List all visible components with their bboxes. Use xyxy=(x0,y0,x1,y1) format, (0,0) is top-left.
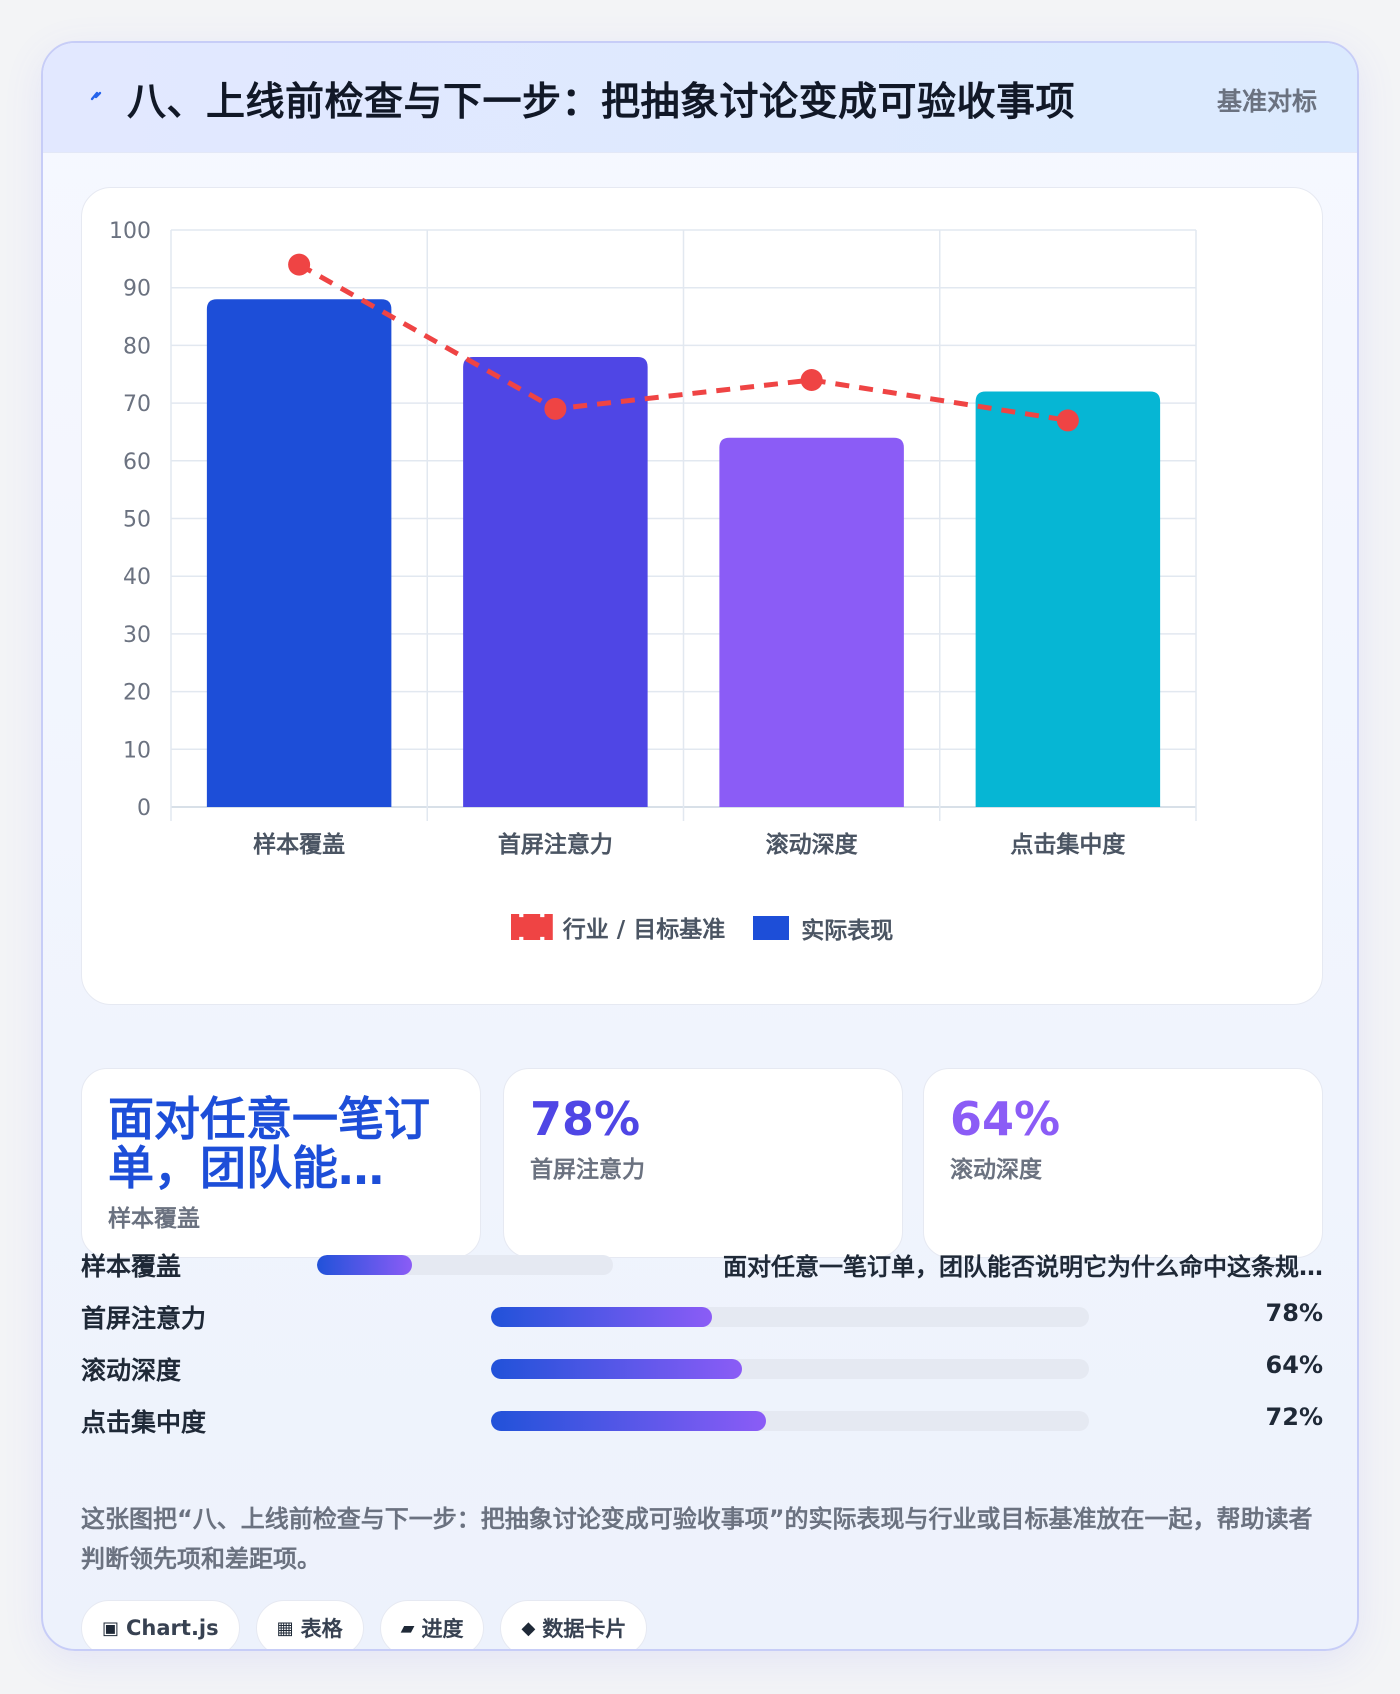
data-card-icon: ◆ xyxy=(521,1617,536,1639)
kpi-label: 滚动深度 xyxy=(950,1157,1042,1183)
tech-chips: ▣ Chart.js ▦ 表格 ▰ 进度 ◆ 数据卡片 xyxy=(81,1600,648,1649)
legend-swatch-benchmark xyxy=(510,914,553,940)
progress-row-first-screen-attention: 首屏注意力 78% xyxy=(81,1295,1323,1335)
y-tick-label: 10 xyxy=(123,738,151,763)
y-tick-label: 60 xyxy=(123,450,151,475)
benchmark-chart: 0 10 20 30 40 50 60 70 80 90 100 样本覆盖 首屏注意力 滚动深度 点击集中度 xyxy=(109,219,1197,858)
table-icon: ▦ xyxy=(276,1617,294,1639)
progress-track xyxy=(491,1307,1089,1327)
kpi-value: 78% xyxy=(530,1092,641,1146)
progress-label: 点击集中度 xyxy=(81,1408,207,1437)
progress-row-sample-coverage: 样本覆盖 面对任意一笔订单，团队能否说明它为什么命中这条规… xyxy=(81,1243,1323,1283)
progress-value: 64% xyxy=(1265,1351,1323,1379)
progress-row-scroll-depth: 滚动深度 64% xyxy=(81,1347,1323,1387)
chip-label: 数据卡片 xyxy=(542,1617,627,1641)
progress-fill xyxy=(317,1255,412,1275)
benchmark-tag: 基准对标 xyxy=(1216,87,1317,116)
legend-label-benchmark: 行业 / 目标基准 xyxy=(562,917,726,943)
chart-description: 这张图把“八、上线前检查与下一步：把抽象讨论变成可验收事项”的实际表现与行业或目… xyxy=(81,1505,1313,1573)
progress-label: 首屏注意力 xyxy=(81,1304,207,1333)
progress-label: 样本覆盖 xyxy=(81,1252,182,1281)
bar-2 xyxy=(719,437,904,807)
kpi-label: 首屏注意力 xyxy=(530,1157,645,1183)
y-tick-label: 0 xyxy=(137,796,151,821)
chart-legend: 行业 / 目标基准 实际表现 xyxy=(82,910,1322,946)
kpi-value: 64% xyxy=(950,1092,1061,1146)
chart-panel: 0 10 20 30 40 50 60 70 80 90 100 样本覆盖 首屏注意力 滚动深度 点击集中度… xyxy=(81,187,1323,1005)
y-tick-label: 100 xyxy=(109,219,151,244)
kpi-card-first-screen-attention: 78% 首屏注意力 xyxy=(503,1068,903,1258)
kpi-card-sample-coverage: 面对任意一笔订单，团队能… 样本覆盖 xyxy=(81,1068,481,1258)
y-tick-label: 40 xyxy=(123,565,151,590)
x-tick-label: 滚动深度 xyxy=(766,831,859,858)
kpi-card-scroll-depth: 64% 滚动深度 xyxy=(923,1068,1323,1258)
chip-data-card[interactable]: ◆ 数据卡片 xyxy=(500,1600,648,1649)
y-tick-label: 70 xyxy=(123,392,151,417)
progress-fill xyxy=(491,1411,767,1431)
progress-fill xyxy=(491,1359,743,1379)
x-tick-label: 首屏注意力 xyxy=(498,831,613,858)
chip-label: Chart.js xyxy=(126,1616,219,1640)
chip-chartjs[interactable]: ▣ Chart.js xyxy=(81,1600,240,1649)
bar-1 xyxy=(463,356,648,807)
legend-item-benchmark[interactable]: 行业 / 目标基准 xyxy=(510,910,726,944)
legend-label-actual: 实际表现 xyxy=(801,918,894,944)
kpi-label: 样本覆盖 xyxy=(108,1206,200,1232)
chip-label: 进度 xyxy=(421,1617,464,1641)
bar-0 xyxy=(206,299,392,807)
chart-icon: ▣ xyxy=(102,1617,120,1639)
progress-track xyxy=(491,1359,1089,1379)
chip-table[interactable]: ▦ 表格 xyxy=(255,1600,364,1649)
y-tick-label: 50 xyxy=(123,508,151,533)
chip-label: 表格 xyxy=(300,1617,343,1641)
bar-3 xyxy=(975,391,1161,807)
benchmark-point-0 xyxy=(288,253,311,276)
y-tick-label: 80 xyxy=(123,334,151,359)
x-tick-label: 样本覆盖 xyxy=(253,831,345,858)
y-tick-label: 90 xyxy=(123,277,151,302)
progress-value: 面对任意一笔订单，团队能否说明它为什么命中这条规… xyxy=(723,1253,1323,1281)
progress-fill xyxy=(491,1307,713,1327)
y-tick-label: 20 xyxy=(123,681,151,706)
progress-track xyxy=(491,1411,1089,1431)
lightning-icon xyxy=(90,91,102,101)
chip-progress[interactable]: ▰ 进度 xyxy=(379,1600,485,1649)
y-tick-label: 30 xyxy=(123,623,151,648)
progress-row-click-concentration: 点击集中度 72% xyxy=(81,1399,1323,1439)
x-tick-label: 点击集中度 xyxy=(1010,831,1126,858)
legend-swatch-actual xyxy=(753,916,790,940)
benchmark-point-1 xyxy=(544,397,567,420)
progress-value: 72% xyxy=(1265,1403,1323,1431)
legend-item-actual[interactable]: 实际表现 xyxy=(753,911,893,945)
card-header: 八、上线前检查与下一步：把抽象讨论变成可验收事项 基准对标 xyxy=(43,43,1357,153)
progress-icon: ▰ xyxy=(400,1617,415,1639)
report-card: 八、上线前检查与下一步：把抽象讨论变成可验收事项 基准对标 0 10 20 30 40 5… xyxy=(41,41,1359,1651)
progress-track xyxy=(317,1255,613,1275)
progress-value: 78% xyxy=(1265,1299,1323,1327)
benchmark-line xyxy=(297,262,1069,423)
page-title: 八、上线前检查与下一步：把抽象讨论变成可验收事项 xyxy=(127,80,1076,125)
progress-label: 滚动深度 xyxy=(81,1356,182,1385)
benchmark-point-2 xyxy=(800,369,823,392)
kpi-value: 面对任意一笔订单，团队能… xyxy=(108,1092,430,1195)
benchmark-point-3 xyxy=(1056,409,1079,432)
